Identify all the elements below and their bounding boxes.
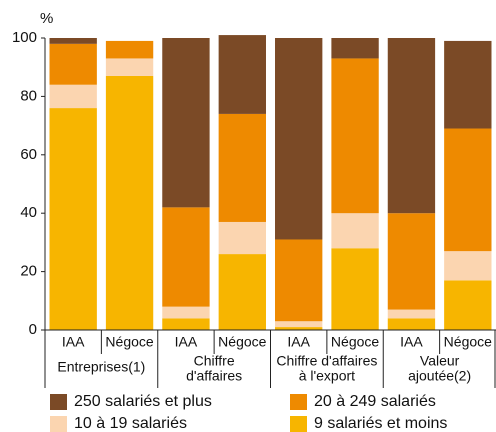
bar-segment xyxy=(387,213,436,310)
bar-segment xyxy=(162,306,210,319)
legend-label: 250 salariés et plus xyxy=(74,393,212,410)
bar-segment xyxy=(444,128,492,252)
bar-segment xyxy=(218,35,266,114)
bar-segment xyxy=(162,207,210,307)
x-tick-label: IAA xyxy=(62,334,85,350)
y-tick-label: 0 xyxy=(29,321,37,338)
bar-segment xyxy=(387,309,436,319)
bar-segment xyxy=(218,113,266,222)
group-label: Entreprises(1) xyxy=(57,359,145,375)
x-tick-label: Négoce xyxy=(105,334,153,350)
y-axis-label: % xyxy=(40,10,53,27)
bar-segment xyxy=(162,38,210,208)
bar-segment xyxy=(105,40,154,59)
y-tick-label: 40 xyxy=(20,204,37,221)
group-label: Chiffre xyxy=(194,353,235,369)
group-label: ajoutée(2) xyxy=(408,368,471,384)
bar-segment xyxy=(331,38,379,59)
y-tick-label: 20 xyxy=(20,263,37,280)
legend-swatch xyxy=(290,394,307,410)
bar-segment xyxy=(331,58,379,214)
x-tick-label: Négoce xyxy=(331,334,379,350)
x-tick-label: IAA xyxy=(287,334,310,350)
bar-segment xyxy=(444,280,492,330)
legend-label: 10 à 19 salariés xyxy=(74,415,187,432)
x-tick-label: IAA xyxy=(175,334,198,350)
group-label: d'affaires xyxy=(186,368,242,384)
bar-segment xyxy=(275,239,323,322)
bar-segment xyxy=(444,251,492,281)
bar-segment xyxy=(105,58,154,76)
bar-segment xyxy=(275,327,323,330)
bar-segment xyxy=(444,40,492,129)
legend-swatch xyxy=(50,394,67,410)
bar-segment xyxy=(387,38,436,214)
bar-segment xyxy=(49,84,97,109)
x-tick-label: Négoce xyxy=(444,334,492,350)
legend-label: 9 salariés et moins xyxy=(314,415,447,432)
group-label: Valeur xyxy=(420,353,460,369)
bar-segment xyxy=(275,38,323,240)
y-tick-label: 100 xyxy=(12,29,37,46)
bar-segment xyxy=(105,75,154,331)
bar-segment xyxy=(387,318,436,330)
bar-segment xyxy=(49,38,97,44)
bar-segment xyxy=(162,318,210,330)
bar-segment xyxy=(49,108,97,330)
y-tick-label: 60 xyxy=(20,146,37,163)
legend-label: 20 à 249 salariés xyxy=(314,393,436,410)
bar-segment xyxy=(218,254,266,330)
legend-swatch xyxy=(50,416,67,432)
bar-segment xyxy=(275,321,323,328)
group-label: à l'export xyxy=(299,368,355,384)
legend-swatch xyxy=(290,416,307,432)
x-tick-label: Négoce xyxy=(218,334,266,350)
bar-segment xyxy=(218,221,266,255)
bar-segment xyxy=(49,43,97,85)
group-label: Chiffre d'affaires xyxy=(276,353,377,369)
bar-segment xyxy=(331,213,379,249)
bar-segment xyxy=(331,248,379,330)
y-tick-label: 80 xyxy=(20,87,37,104)
x-tick-label: IAA xyxy=(400,334,423,350)
